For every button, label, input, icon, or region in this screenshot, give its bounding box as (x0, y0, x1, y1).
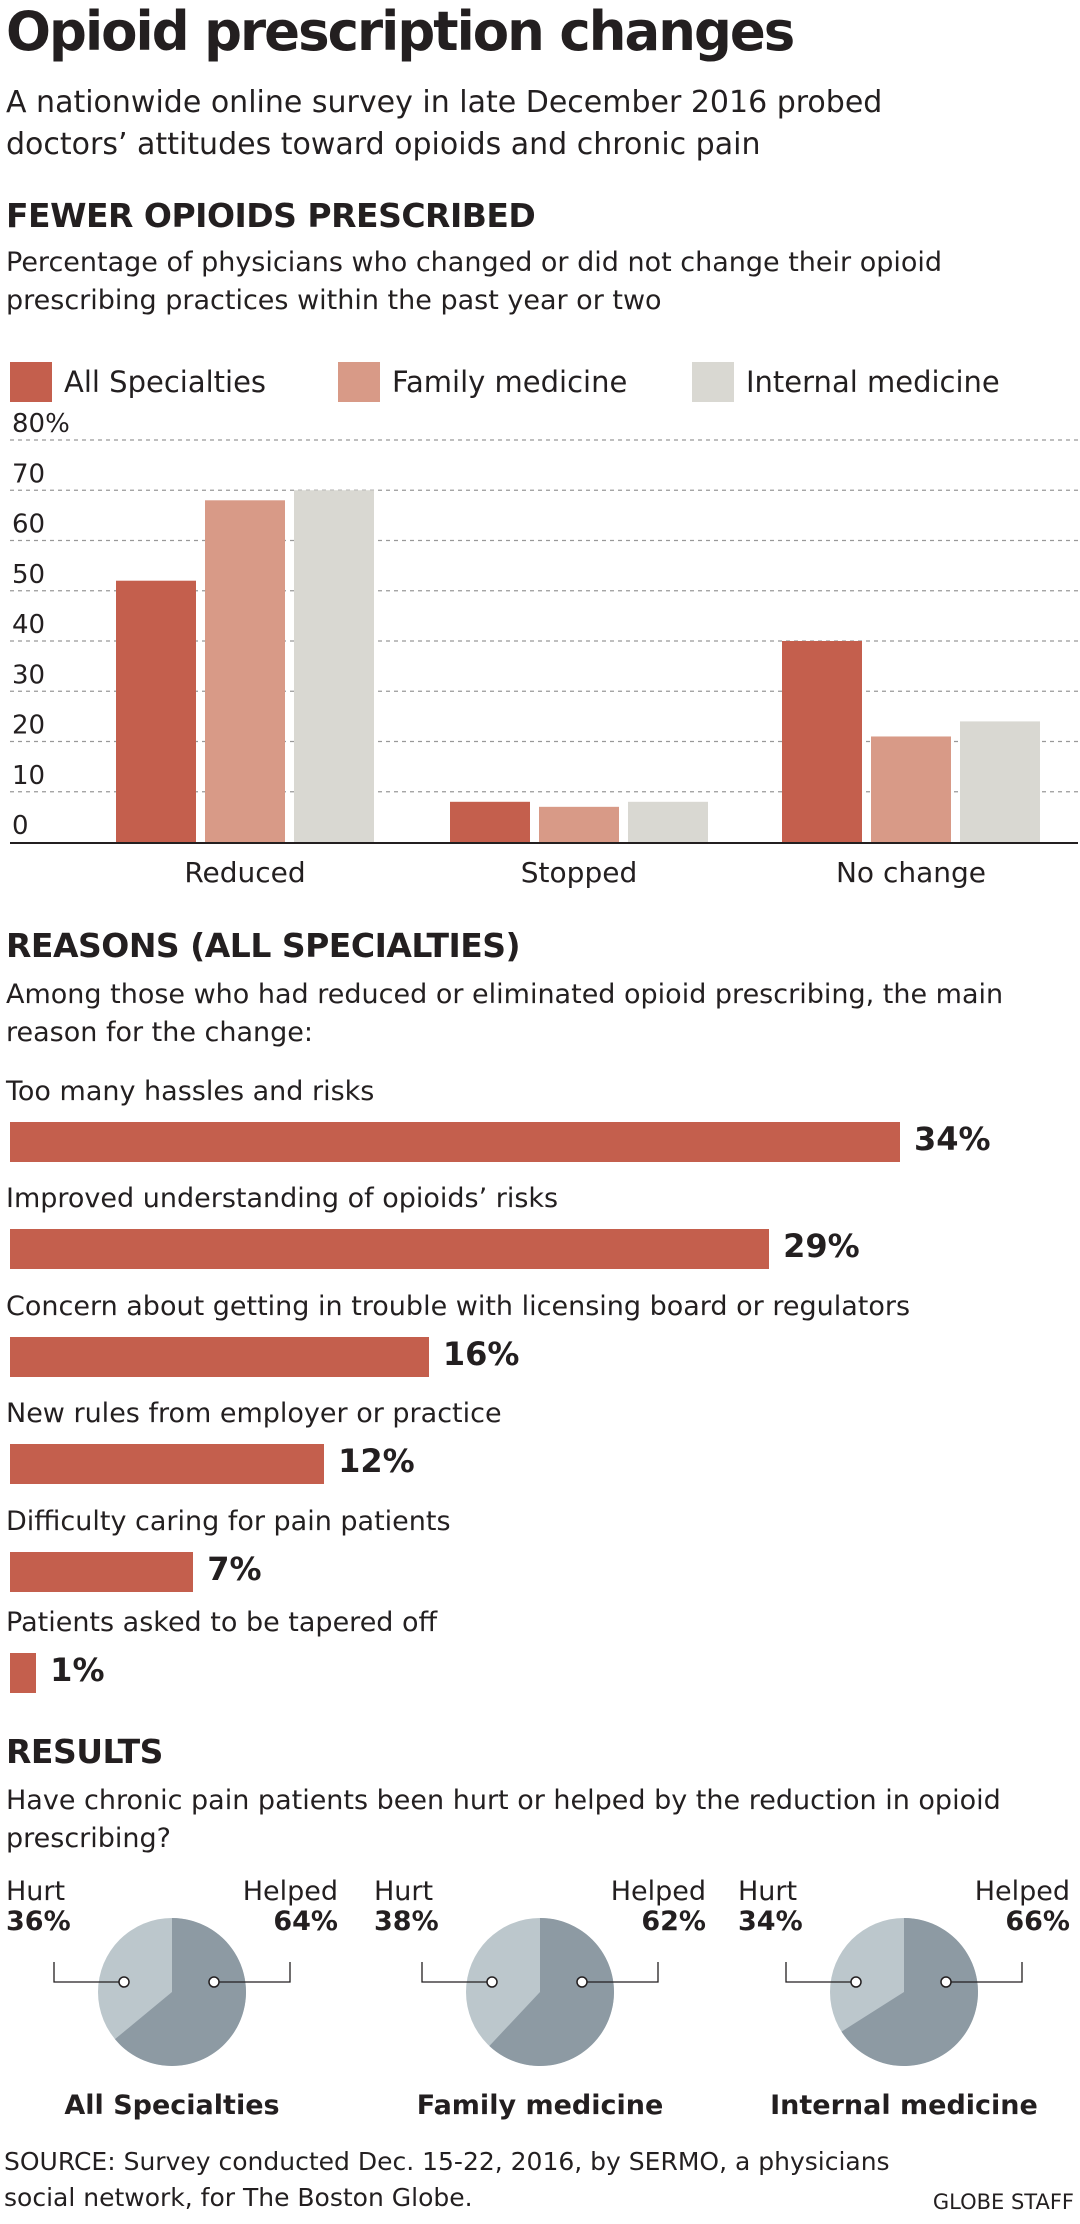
x-category-label: Reduced (184, 856, 305, 889)
bar (628, 801, 708, 842)
bar (960, 721, 1040, 842)
page-subtitle: A nationwide online survey in late Decem… (6, 85, 883, 162)
bar (294, 490, 374, 842)
section-heading-reasons: REASONS (ALL SPECIALTIES) (6, 926, 521, 965)
legend-label: Internal medicine (746, 365, 1000, 399)
y-tick-label: 80% (12, 410, 70, 439)
bar (116, 580, 196, 842)
pie-helped-label: Helped (974, 1876, 1070, 1907)
bar (450, 801, 530, 842)
legend-item-all-specialties: All Specialties (10, 362, 266, 402)
x-category-label: Stopped (521, 856, 637, 889)
section-heading-results: RESULTS (6, 1732, 163, 1771)
pie-hurt-value: 36% (6, 1906, 71, 1937)
helped-leader-line (214, 1962, 291, 1983)
bar (871, 736, 951, 842)
y-tick-label: 50 (12, 560, 45, 590)
reason-bar (10, 1337, 429, 1377)
legend-label: All Specialties (64, 365, 267, 399)
legend-swatch-family-medicine (338, 362, 380, 402)
reason-value: 34% (914, 1120, 991, 1158)
section-description-reasons: Among those who had reduced or eliminate… (6, 979, 1004, 1048)
credit-line: GLOBE STAFF (932, 2190, 1074, 2214)
reason-bar (10, 1122, 900, 1162)
source-note: SOURCE: Survey conducted Dec. 15-22, 201… (4, 2147, 890, 2212)
reason-value: 29% (783, 1227, 860, 1265)
pie-hurt-value: 38% (374, 1906, 439, 1937)
y-tick-label: 20 (12, 711, 45, 741)
y-tick-label: 0 (12, 811, 29, 841)
pie-slice-helped (841, 1918, 978, 2066)
legend-swatch-internal-medicine (692, 362, 734, 402)
hurt-leader-line (785, 1962, 856, 1983)
section-heading-fewer-opioids: FEWER OPIOIDS PRESCRIBED (6, 196, 536, 235)
bar (782, 641, 862, 842)
hurt-marker (850, 1976, 862, 1988)
helped-marker (940, 1976, 952, 1988)
pie-helped-value: 64% (273, 1906, 338, 1937)
reason-label: Too many hassles and risks (6, 1076, 375, 1107)
legend-label: Family medicine (392, 365, 628, 399)
section-description-fewer-opioids: Percentage of physicians who changed or … (6, 247, 943, 316)
hurt-leader-line (53, 1962, 124, 1983)
page-title: Opioid prescription changes (6, 0, 795, 63)
hurt-marker (118, 1976, 130, 1988)
reason-bar (10, 1552, 194, 1592)
reason-value: 16% (442, 1335, 520, 1373)
helped-marker (576, 1976, 588, 1988)
pie-helped-value: 66% (1005, 1906, 1070, 1937)
reason-value: 7% (207, 1550, 262, 1588)
y-tick-label: 70 (12, 459, 45, 489)
pie-slice-helped (489, 1918, 614, 2066)
y-tick-label: 40 (12, 610, 45, 640)
reason-label: Patients asked to be tapered off (6, 1607, 438, 1638)
reason-label: Concern about getting in trouble with li… (6, 1291, 911, 1322)
pie-chart (53, 1918, 291, 2066)
x-category-label: No change (836, 856, 986, 889)
reason-value: 12% (338, 1442, 415, 1480)
bar (539, 806, 619, 842)
legend-item-family-medicine: Family medicine (338, 362, 627, 402)
pie-hurt-label: Hurt (374, 1876, 434, 1907)
y-tick-label: 60 (12, 510, 45, 540)
bar-chart: 0 10 20 30 40 50 60 70 80% Reduced Stopped No chang… (10, 410, 1078, 889)
pie-helped-label: Helped (610, 1876, 706, 1907)
pie-title: All Specialties (64, 2090, 280, 2121)
reason-label: New rules from employer or practice (6, 1398, 502, 1429)
hurt-marker (486, 1976, 498, 1988)
legend-item-internal-medicine: Internal medicine (692, 362, 1000, 402)
pie-chart (421, 1918, 659, 2066)
reason-bar (10, 1444, 325, 1484)
y-tick-label: 10 (12, 761, 45, 791)
pie-helped-value: 62% (641, 1906, 706, 1937)
pie-title: Family medicine (416, 2090, 664, 2121)
pie-hurt-value: 34% (738, 1906, 803, 1937)
section-description-results: Have chronic pain patients been hurt or … (6, 1785, 1001, 1854)
legend-swatch-all-specialties (10, 362, 52, 402)
reason-value: 1% (50, 1651, 105, 1689)
helped-leader-line (582, 1962, 659, 1983)
helped-marker (208, 1976, 220, 1988)
bar (205, 500, 285, 842)
hurt-leader-line (421, 1962, 492, 1983)
helped-leader-line (946, 1962, 1023, 1983)
reason-label: Improved understanding of opioids’ risks (6, 1183, 559, 1214)
pie-slice-helped (114, 1918, 247, 2066)
pie-helped-label: Helped (242, 1876, 338, 1907)
pie-hurt-label: Hurt (738, 1876, 798, 1907)
reason-bar (10, 1229, 770, 1269)
pie-title: Internal medicine (770, 2090, 1038, 2121)
y-tick-label: 30 (12, 660, 45, 690)
pie-chart (785, 1918, 1023, 2066)
reason-bar (10, 1653, 37, 1693)
reason-label: Difficulty caring for pain patients (6, 1506, 451, 1537)
pie-hurt-label: Hurt (6, 1876, 66, 1907)
